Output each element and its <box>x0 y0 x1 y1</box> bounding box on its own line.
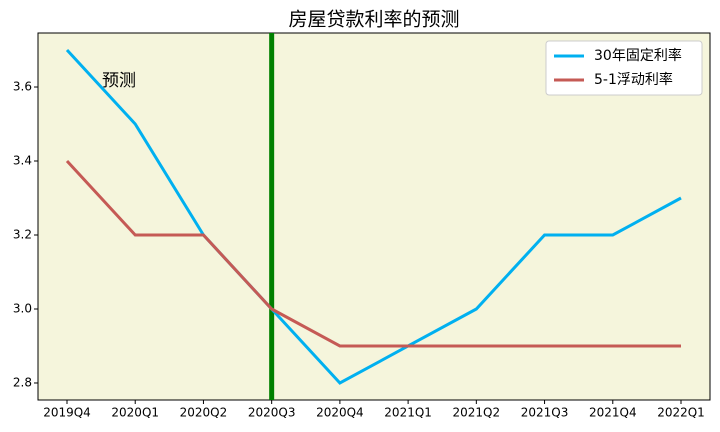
x-tick-label: 2021Q4 <box>589 406 637 420</box>
y-tick-label: 3.0 <box>13 301 32 315</box>
x-tick-label: 2021Q1 <box>384 406 432 420</box>
series-line <box>65 49 682 385</box>
legend-label: 5-1浮动利率 <box>594 71 673 88</box>
y-tick-label: 3.4 <box>13 154 32 168</box>
legend-box <box>545 40 703 96</box>
legend-label: 30年固定利率 <box>594 47 682 64</box>
y-tick-label: 3.2 <box>13 227 32 241</box>
x-tick-label: 2019Q4 <box>43 406 91 420</box>
chart-title: 房屋贷款利率的预测 <box>288 9 459 31</box>
series-line <box>65 159 681 348</box>
annotation: 预测 <box>102 71 136 91</box>
x-tick-label: 2022Q1 <box>657 406 705 420</box>
x-tick-label: 2020Q2 <box>180 406 228 420</box>
x-tick-label: 2020Q4 <box>316 406 364 420</box>
x-tick-label: 2021Q2 <box>453 406 501 420</box>
x-tick-label: 2020Q1 <box>111 406 159 420</box>
y-tick-label: 2.8 <box>13 375 32 389</box>
x-tick-label: 2020Q3 <box>248 406 296 420</box>
y-tick-label: 3.6 <box>13 80 32 94</box>
x-tick-label: 2021Q3 <box>521 406 569 420</box>
